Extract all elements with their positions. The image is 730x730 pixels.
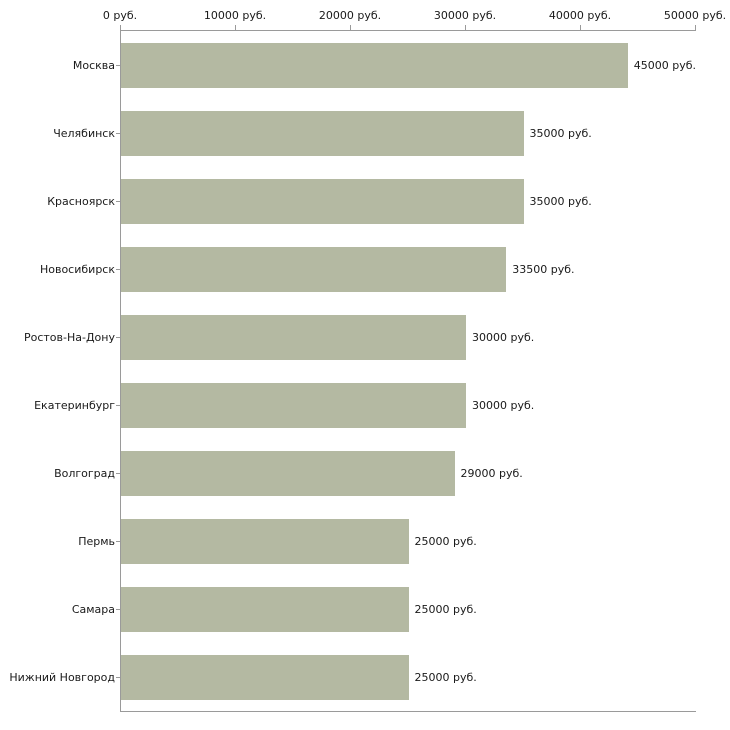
category-label: Екатеринбург (34, 398, 115, 412)
x-tick-label: 10000 руб. (203, 9, 267, 22)
bar-row: Пермь 25000 руб. (78, 507, 696, 575)
x-tick-mark (350, 25, 351, 30)
bar-row: Новосибирск 33500 руб. (40, 235, 696, 303)
x-tick-mark (235, 25, 236, 30)
bar-row: Ростов-На-Дону 30000 руб. (24, 303, 696, 371)
bar (121, 518, 409, 564)
category-label: Самара (71, 602, 115, 616)
value-label: 35000 руб. (529, 126, 592, 140)
value-label: 33500 руб. (512, 262, 575, 276)
x-tick-mark (465, 25, 466, 30)
bar (121, 178, 524, 224)
y-tick-mark (116, 405, 121, 406)
x-tick-label: 40000 руб. (548, 9, 612, 22)
category-label: Нижний Новгород (9, 670, 115, 684)
bar (121, 450, 455, 496)
value-label: 25000 руб. (414, 534, 477, 548)
y-tick-mark (116, 201, 121, 202)
value-label: 25000 руб. (414, 670, 477, 684)
bar-row: Красноярск 35000 руб. (47, 167, 696, 235)
bar (121, 654, 409, 700)
y-tick-mark (116, 133, 121, 134)
category-label: Челябинск (53, 126, 115, 140)
bar-row: Нижний Новгород 25000 руб. (9, 643, 696, 711)
x-tick-label: 50000 руб. (663, 9, 727, 22)
value-label: 35000 руб. (529, 194, 592, 208)
bar (121, 382, 466, 428)
value-label: 45000 руб. (633, 58, 696, 72)
plot-area: Москва 45000 руб. Челябинск 35000 руб. Красн… (9, 30, 696, 712)
bar-row: Самара 25000 руб. (72, 575, 696, 643)
bar-row: Волгоград 29000 руб. (54, 439, 696, 507)
category-label: Ростов-На-Дону (23, 330, 115, 344)
category-label: Новосибирск (39, 262, 115, 276)
bar (121, 586, 409, 632)
y-tick-mark (116, 609, 121, 610)
bar (121, 42, 628, 88)
bar (121, 314, 466, 360)
category-label: Волгоград (54, 466, 115, 480)
bar-row: Москва 45000 руб. (73, 31, 696, 99)
x-tick-label: 30000 руб. (433, 9, 497, 22)
value-label: 30000 руб. (472, 398, 535, 412)
bar (121, 246, 507, 292)
category-label: Москва (72, 58, 115, 72)
y-tick-mark (116, 473, 121, 474)
x-tick-mark (120, 25, 121, 30)
x-tick-label: 0 руб. (102, 9, 138, 22)
bar-row: Челябинск 35000 руб. (53, 99, 696, 167)
y-tick-mark (116, 677, 121, 678)
category-label: Красноярск (47, 194, 115, 208)
x-axis: 0 руб. 10000 руб. 20000 руб. 30000 руб. 4000… (0, 0, 730, 30)
x-tick-mark (695, 25, 696, 30)
y-tick-mark (116, 541, 121, 542)
bar (121, 110, 524, 156)
category-label: Пермь (78, 534, 115, 548)
y-tick-mark (116, 269, 121, 270)
value-label: 30000 руб. (472, 330, 535, 344)
value-label: 29000 руб. (460, 466, 523, 480)
x-tick-label: 20000 руб. (318, 9, 382, 22)
y-tick-mark (116, 65, 121, 66)
x-tick-mark (580, 25, 581, 30)
bar-row: Екатеринбург 30000 руб. (34, 371, 696, 439)
y-tick-mark (116, 337, 121, 338)
value-label: 25000 руб. (414, 602, 477, 616)
